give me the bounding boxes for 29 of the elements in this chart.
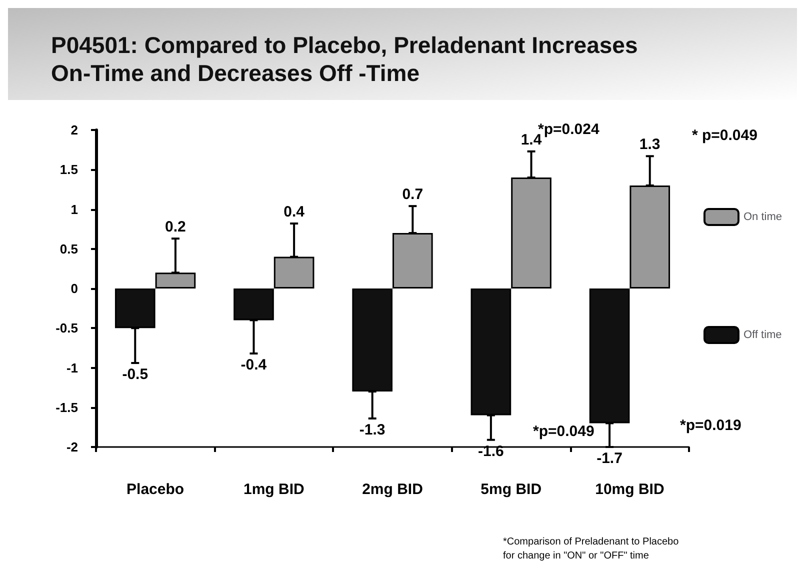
text: * p=0.049 [692,127,758,144]
data-label: 1.3 [639,136,660,154]
x-tick-label: 5mg BID [480,481,542,498]
y-tick-label: -1 [66,360,78,376]
y-tick-label: -2 [66,440,78,454]
data-label: -0.5 [122,366,148,383]
chart-title: P04501: Compared to Placebo, Preladenant Increases On-Time and Decreases Off -Time [51,32,644,86]
legend-label: Off time [743,329,782,341]
annotation: *p=0.049 [533,423,594,440]
legend-label: On time [743,211,782,223]
data-label: -1.7 [596,450,622,467]
y-tick-label: -0.5 [56,320,78,336]
text: *Comparison of Preladenant to Placebo for change in "ON" or "OFF" time [503,536,680,562]
y-tick-label: 1 [70,202,78,217]
x-tick-label: 1mg BID [243,481,304,498]
y-tick-label: 0.5 [60,241,78,256]
y-tick-label: -1.5 [56,400,78,415]
data-label: -0.4 [240,356,268,374]
data-label: -1.3 [359,421,386,438]
y-tick-label: 0 [70,281,78,296]
x-tick-label: 10mg BID [595,481,664,498]
x-tick-label: 2mg BID [362,481,424,498]
y-tick-label: 1.5 [60,162,78,178]
data-label: 0.4 [284,204,306,221]
x-tick-label: Placebo [126,481,184,498]
data-label: 0.7 [402,186,424,204]
y-tick-label: 2 [70,122,78,138]
annotation: *p=0.019 [680,417,742,434]
data-label: 0.2 [165,218,186,236]
